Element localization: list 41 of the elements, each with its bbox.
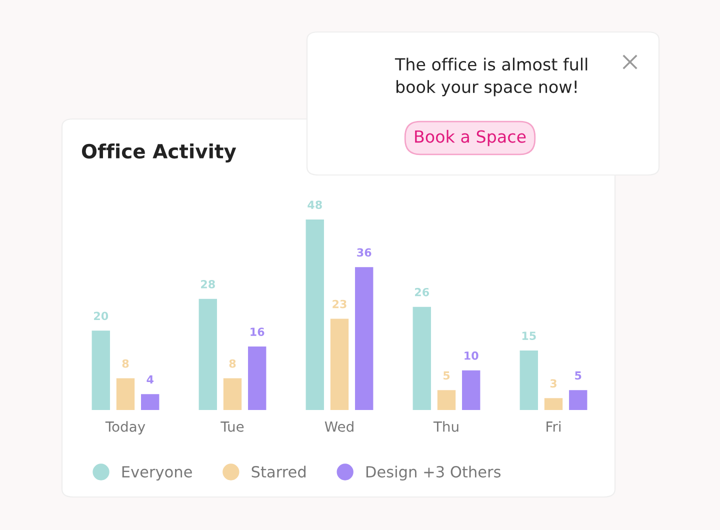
bar xyxy=(520,350,538,410)
legend-label: Starred xyxy=(252,466,306,478)
data-label: 8 xyxy=(229,359,236,368)
data-label: 4 xyxy=(146,375,154,384)
data-label: 5 xyxy=(575,371,582,380)
data-label: 20 xyxy=(94,312,108,320)
text: Book a Space xyxy=(415,130,526,146)
x-tick-label: Fri xyxy=(546,421,560,432)
data-label: 3 xyxy=(550,379,556,388)
legend-label: Everyone xyxy=(122,466,192,481)
data-label: 26 xyxy=(415,288,430,296)
bar xyxy=(141,394,160,410)
legend-label: Design +3 Others xyxy=(366,466,501,481)
x-tick-label: Wed xyxy=(324,421,354,432)
bar xyxy=(437,390,456,410)
data-label: 23 xyxy=(332,300,346,308)
chart-title: Office Activity xyxy=(82,144,236,162)
bar xyxy=(248,346,266,410)
bar xyxy=(223,378,242,410)
x-tick-label: Thu xyxy=(433,421,458,432)
data-label: 10 xyxy=(464,351,478,360)
data-label: 28 xyxy=(201,280,215,288)
bar xyxy=(116,378,135,410)
data-label: 36 xyxy=(357,248,372,257)
data-label: 8 xyxy=(122,359,129,368)
data-label: 5 xyxy=(443,371,450,380)
bar xyxy=(306,220,324,410)
text: The office is almost full book your space now! xyxy=(394,58,588,96)
x-tick-label: Tue xyxy=(220,422,244,432)
bar xyxy=(412,306,431,410)
bar xyxy=(462,370,480,410)
bar xyxy=(544,398,563,410)
data-label: 48 xyxy=(308,200,322,210)
bar xyxy=(330,318,349,410)
x-tick-label: Today xyxy=(105,421,146,435)
bar xyxy=(569,390,588,410)
bar xyxy=(92,330,110,410)
bar xyxy=(355,267,374,410)
bar xyxy=(198,298,217,410)
data-label: 16 xyxy=(250,328,264,336)
data-label: 15 xyxy=(522,332,536,340)
